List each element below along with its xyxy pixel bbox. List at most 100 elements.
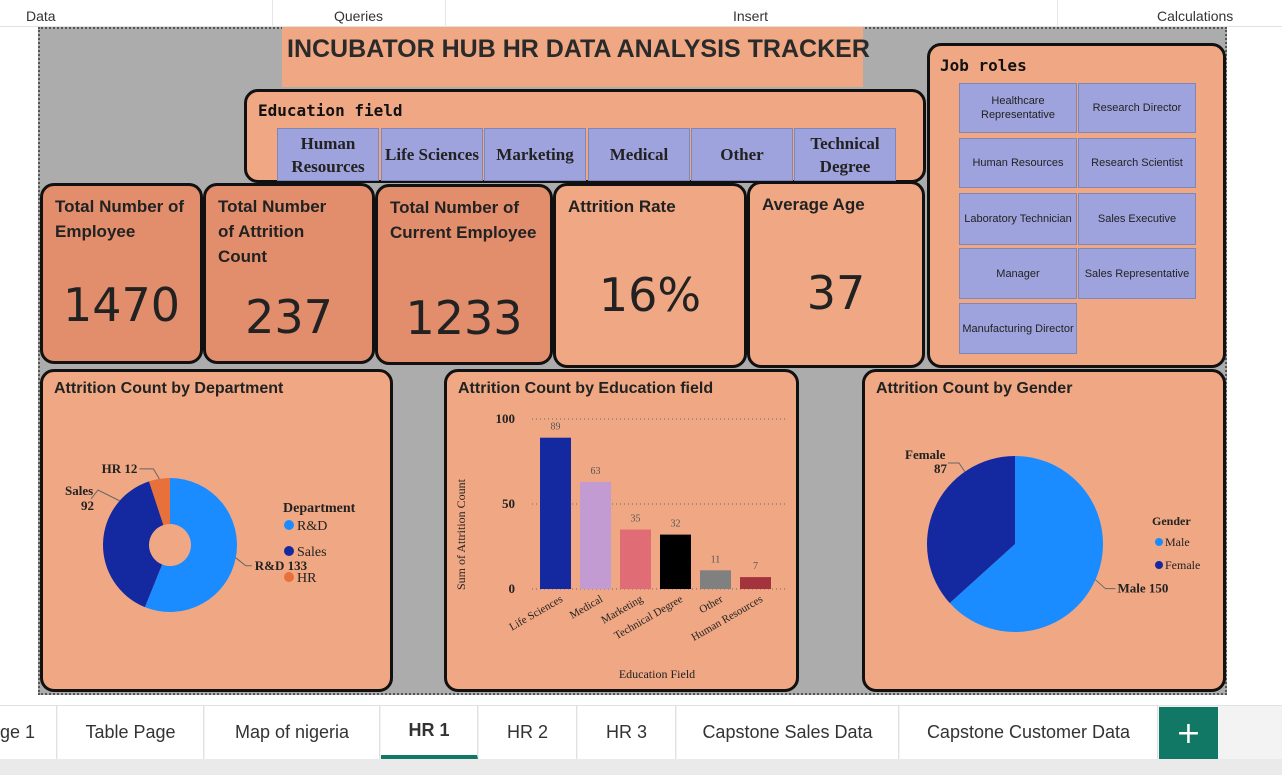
- tab-page-1[interactable]: ge 1: [0, 706, 57, 759]
- slicer-item-laboratory-technician[interactable]: Laboratory Technician: [959, 193, 1077, 245]
- x-tick-label: Technical Degree: [612, 593, 685, 642]
- tab-hr-2[interactable]: HR 2: [479, 706, 577, 759]
- x-axis-label: Education Field: [619, 667, 695, 681]
- data-label: 35: [631, 514, 641, 525]
- tab-hr-1[interactable]: HR 1: [381, 706, 478, 759]
- bar-marketing[interactable]: [620, 529, 651, 590]
- legend-item-sales[interactable]: Sales: [297, 545, 327, 560]
- data-label: 7: [753, 561, 758, 572]
- data-label-hr: HR 12: [102, 461, 138, 476]
- slicer-item-manager[interactable]: Manager: [959, 248, 1077, 299]
- bar-life-sciences[interactable]: [540, 437, 571, 589]
- add-page-button[interactable]: +: [1159, 707, 1218, 759]
- bar-other[interactable]: [700, 570, 731, 589]
- kpi-label: Total Number of Attrition Count: [218, 197, 327, 266]
- slicer-item-life-sciences[interactable]: Life Sciences: [381, 128, 483, 181]
- kpi-card-attrition-count[interactable]: Total Number of Attrition Count 237: [203, 183, 375, 364]
- legend-item-r-d[interactable]: R&D: [297, 519, 327, 534]
- report-title-box: INCUBATOR HUB HR DATA ANALYSIS TRACKER: [282, 27, 870, 87]
- ribbon-separator: [445, 0, 446, 27]
- status-bar: [0, 759, 1282, 775]
- slicer-item-sales-executive[interactable]: Sales Executive: [1078, 193, 1196, 245]
- donut-slice-sales[interactable]: [103, 481, 164, 608]
- data-label: 89: [551, 422, 561, 433]
- tab-map-of-nigeria[interactable]: Map of nigeria: [205, 706, 380, 759]
- kpi-label: Total Number of Current Employee: [390, 198, 537, 242]
- legend-marker-male: [1155, 538, 1163, 546]
- y-axis-label: Sum of Attrition Count: [454, 478, 468, 590]
- kpi-card-attrition-rate[interactable]: Attrition Rate 16%: [553, 183, 747, 368]
- bar-human-resources[interactable]: [740, 577, 771, 589]
- x-tick-label: Life Sciences: [507, 593, 565, 633]
- chart-attrition-by-gender[interactable]: Attrition Count by Gender Male 150 Female…: [862, 369, 1226, 692]
- legend-marker-r-d: [284, 520, 294, 530]
- data-label: 32: [671, 519, 681, 530]
- slicer-item-human-resources[interactable]: Human Resources: [277, 128, 379, 181]
- report-title: INCUBATOR HUB HR DATA ANALYSIS TRACKER: [287, 35, 870, 63]
- chart-attrition-by-department[interactable]: Attrition Count by Department R&D 133 Sal…: [40, 369, 393, 692]
- kpi-label: Total Number of Employee: [55, 197, 185, 241]
- ribbon-separator: [1057, 0, 1058, 27]
- leader-line: [1095, 579, 1116, 590]
- slicer-item-research-director[interactable]: Research Director: [1078, 83, 1196, 133]
- job-roles-slicer-title: Job roles: [940, 56, 1027, 75]
- slicer-item-other[interactable]: Other: [691, 128, 793, 181]
- kpi-value: 16%: [598, 268, 702, 322]
- bar-medical[interactable]: [580, 481, 611, 589]
- data-label-female: Female 87: [905, 447, 948, 476]
- leader-line: [139, 468, 160, 480]
- chart-title: Attrition Count by Department: [54, 380, 284, 397]
- slicer-item-human-resources-role[interactable]: Human Resources: [959, 138, 1077, 188]
- leader-line: [948, 462, 966, 473]
- data-label-sales: Sales 92: [65, 483, 94, 513]
- tab-capstone-sales-data[interactable]: Capstone Sales Data: [677, 706, 899, 759]
- pie-slice-male[interactable]: [949, 456, 1103, 632]
- slicer-item-technical-degree[interactable]: Technical Degree: [794, 128, 896, 181]
- tab-hr-3[interactable]: HR 3: [578, 706, 676, 759]
- x-tick-label: Other: [697, 593, 725, 616]
- chart-attrition-by-education[interactable]: Attrition Count by Education field 0 50 10…: [444, 369, 799, 692]
- leader-line: [90, 489, 121, 502]
- data-label: 63: [591, 466, 601, 477]
- education-slicer-title: Education field: [258, 101, 403, 120]
- slicer-item-medical[interactable]: Medical: [588, 128, 690, 181]
- kpi-card-average-age[interactable]: Average Age 37: [747, 181, 925, 368]
- chart-title: Attrition Count by Gender: [876, 380, 1073, 397]
- slicer-item-research-scientist[interactable]: Research Scientist: [1078, 138, 1196, 188]
- kpi-value: 237: [245, 290, 333, 344]
- kpi-value: 1233: [405, 291, 523, 345]
- donut-slice-r-d[interactable]: [144, 478, 237, 612]
- y-tick-label: 0: [509, 581, 516, 596]
- legend-marker-hr: [284, 572, 294, 582]
- donut-slice-hr[interactable]: [149, 478, 170, 526]
- legend-title: Department: [283, 501, 356, 516]
- chart-title: Attrition Count by Education field: [458, 380, 714, 397]
- legend-title: Gender: [1152, 514, 1191, 528]
- kpi-value: 37: [806, 266, 866, 320]
- kpi-card-total-employee[interactable]: Total Number of Employee 1470: [40, 183, 203, 364]
- ribbon-calculations[interactable]: Calculations: [1157, 8, 1234, 24]
- pie-slice-female[interactable]: [927, 456, 1015, 604]
- gender-pie-chart: Male 150 Female 87 Gender Male Female: [905, 447, 1200, 632]
- slicer-item-healthcare-representative[interactable]: Healthcare Representative: [959, 83, 1077, 133]
- slicer-item-sales-representative[interactable]: Sales Representative: [1078, 248, 1196, 299]
- education-field-slicer: Education field Human Resources Life Sci…: [244, 89, 926, 183]
- legend-item-female[interactable]: Female: [1165, 558, 1200, 572]
- slicer-item-manufacturing-director[interactable]: Manufacturing Director: [959, 303, 1077, 354]
- legend-item-hr[interactable]: HR: [297, 571, 317, 586]
- ribbon-bar: Data Queries Insert Calculations: [0, 0, 1282, 27]
- data-label-rd: R&D 133: [255, 558, 308, 573]
- tab-capstone-customer-data[interactable]: Capstone Customer Data: [900, 706, 1158, 759]
- legend-marker-female: [1155, 561, 1163, 569]
- legend-marker-sales: [284, 546, 294, 556]
- ribbon-data[interactable]: Data: [26, 8, 56, 24]
- y-tick-label: 50: [502, 496, 515, 511]
- bar-technical-degree[interactable]: [660, 534, 691, 589]
- ribbon-queries[interactable]: Queries: [334, 8, 384, 24]
- ribbon-insert[interactable]: Insert: [733, 8, 769, 24]
- kpi-card-current-employee[interactable]: Total Number of Current Employee 1233: [375, 184, 553, 365]
- slicer-item-marketing[interactable]: Marketing: [484, 128, 586, 181]
- legend-item-male[interactable]: Male: [1165, 535, 1190, 549]
- tab-table-page[interactable]: Table Page: [58, 706, 204, 759]
